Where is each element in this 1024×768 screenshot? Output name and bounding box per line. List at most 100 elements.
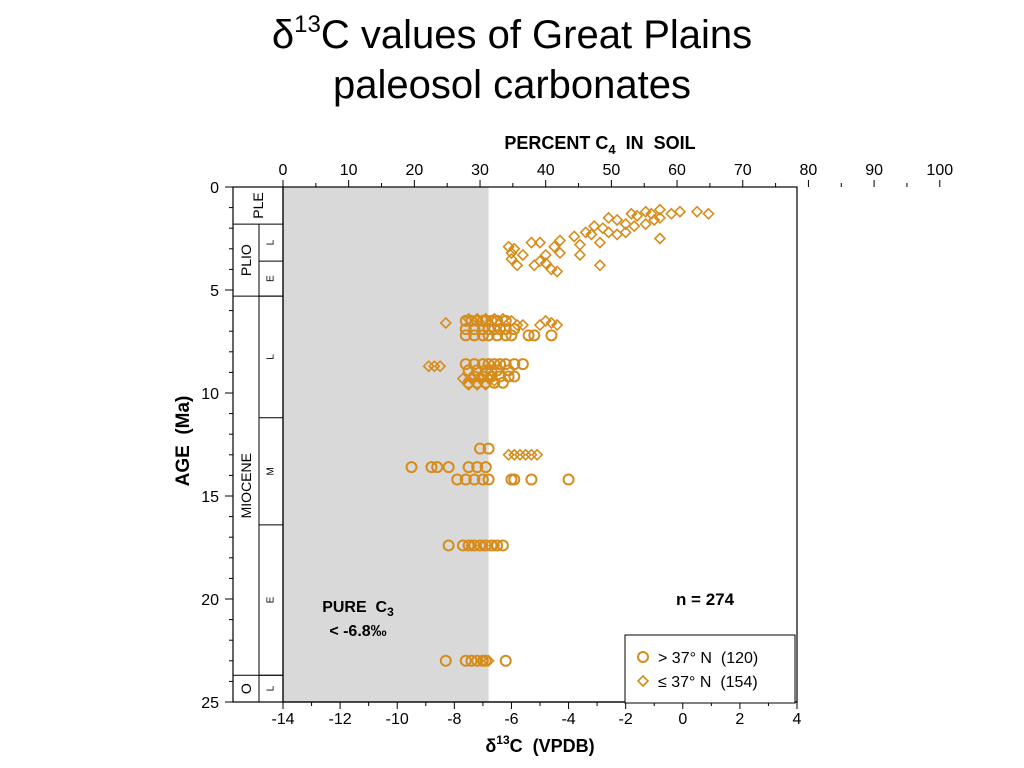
data-point-circle bbox=[494, 358, 507, 371]
pure-c3-shaded-region bbox=[283, 187, 489, 702]
data-point-diamond bbox=[653, 232, 667, 245]
top-tick-label: 20 bbox=[405, 162, 423, 179]
data-point-diamond bbox=[516, 248, 529, 262]
data-point-diamond bbox=[479, 378, 492, 391]
data-point-circle bbox=[482, 442, 495, 455]
data-point-circle bbox=[508, 473, 521, 486]
data-point-circle bbox=[405, 461, 418, 474]
data-point-diamond bbox=[596, 222, 609, 235]
data-point-circle bbox=[479, 539, 492, 552]
data-point-circle bbox=[431, 461, 444, 474]
epoch-label: MIOCENE bbox=[238, 453, 254, 518]
data-point-diamond bbox=[610, 228, 624, 241]
data-point-diamond bbox=[619, 226, 632, 239]
left-tick-label: 20 bbox=[201, 592, 219, 609]
pure-c3-value: < -6.8‰ bbox=[329, 623, 386, 640]
data-point-circle bbox=[465, 654, 478, 667]
bottom-tick-label: -14 bbox=[271, 711, 294, 728]
data-point-diamond bbox=[653, 203, 667, 216]
data-point-circle bbox=[525, 473, 538, 486]
title-text: C values of Great Plains bbox=[320, 13, 753, 57]
data-point-diamond bbox=[488, 312, 501, 325]
data-point-circle bbox=[471, 654, 484, 667]
data-point-diamond bbox=[439, 316, 452, 330]
legend-entry-north: > 37° N (120) bbox=[658, 650, 758, 667]
bottom-tick-label: 2 bbox=[735, 711, 744, 728]
title-delta: δ bbox=[271, 13, 295, 57]
data-point-diamond bbox=[505, 252, 518, 266]
data-point-diamond bbox=[539, 248, 552, 262]
data-point-diamond bbox=[462, 312, 475, 325]
data-point-diamond bbox=[488, 374, 501, 387]
data-point-diamond bbox=[433, 360, 447, 373]
data-point-circle bbox=[474, 539, 487, 552]
data-point-circle bbox=[459, 654, 472, 667]
data-point-circle bbox=[505, 329, 518, 342]
data-point-diamond bbox=[471, 312, 484, 325]
epoch-label: O bbox=[238, 683, 254, 694]
data-point-diamond bbox=[602, 226, 615, 239]
data-point-diamond bbox=[573, 248, 587, 262]
data-point-diamond bbox=[619, 217, 632, 231]
top-tick-label: 90 bbox=[865, 162, 883, 179]
data-point-circle bbox=[462, 461, 475, 474]
left-tick-label: 10 bbox=[201, 386, 219, 403]
data-point-diamond bbox=[533, 318, 547, 332]
top-tick-label: 60 bbox=[668, 162, 686, 179]
data-point-diamond bbox=[548, 240, 561, 253]
subdivision-label: M bbox=[266, 467, 277, 475]
data-point-diamond bbox=[525, 236, 538, 249]
data-point-diamond bbox=[553, 246, 567, 260]
legend-entry-south: ≤ 37° N (154) bbox=[658, 674, 758, 691]
top-tick-label: 80 bbox=[800, 162, 818, 179]
data-point-circle bbox=[508, 370, 521, 383]
subdivision-label: L bbox=[266, 239, 277, 245]
data-point-circle bbox=[545, 329, 558, 342]
title-line-2: paleosol carbonates bbox=[332, 63, 692, 107]
left-tick-label: 25 bbox=[201, 695, 219, 712]
data-point-diamond bbox=[551, 265, 564, 278]
data-point-diamond bbox=[639, 217, 652, 231]
x-axis-title-superscript: 13 bbox=[496, 733, 510, 747]
data-point-circle bbox=[476, 329, 489, 342]
epoch-label: PLIO bbox=[238, 244, 254, 276]
data-point-circle bbox=[482, 358, 495, 371]
data-point-diamond bbox=[476, 539, 490, 552]
data-point-diamond bbox=[568, 230, 581, 243]
x-axis-title: δ13C (VPDB) bbox=[485, 733, 594, 756]
title-superscript: 13 bbox=[294, 11, 321, 38]
bottom-tick-label: -12 bbox=[329, 711, 352, 728]
bottom-tick-label: -4 bbox=[561, 711, 575, 728]
data-point-circle bbox=[516, 358, 529, 371]
data-point-diamond bbox=[628, 220, 641, 233]
data-point-circle bbox=[482, 473, 495, 486]
top-tick-label: 40 bbox=[537, 162, 555, 179]
geologic-timescale-column: PLE PLIO MIOCENE O L E L M E L bbox=[232, 186, 284, 703]
data-point-circle bbox=[479, 461, 492, 474]
pure-c3-label-subscript: 3 bbox=[387, 605, 394, 619]
data-point-diamond bbox=[496, 312, 510, 325]
data-point-diamond bbox=[585, 228, 598, 241]
data-point-diamond bbox=[462, 378, 475, 391]
data-point-circle bbox=[439, 654, 452, 667]
data-point-diamond bbox=[465, 539, 478, 552]
data-point-circle bbox=[522, 329, 535, 342]
title-line-1: δ13C values of Great Plains bbox=[0, 10, 1024, 60]
data-point-circle bbox=[468, 539, 481, 552]
data-point-diamond bbox=[665, 207, 678, 220]
data-point-diamond bbox=[602, 211, 615, 225]
data-point-diamond bbox=[551, 318, 564, 332]
data-points bbox=[405, 203, 715, 667]
data-point-circle bbox=[499, 654, 512, 667]
data-point-circle bbox=[488, 358, 501, 371]
data-point-circle bbox=[451, 473, 464, 486]
left-tick-label: 5 bbox=[210, 283, 219, 300]
data-point-circle bbox=[491, 329, 504, 342]
subdivision-label: E bbox=[266, 596, 277, 603]
data-point-diamond bbox=[505, 314, 518, 328]
data-point-diamond bbox=[488, 539, 501, 552]
data-point-diamond bbox=[553, 234, 567, 247]
subdivision-label: E bbox=[266, 275, 277, 282]
top-axis-title-subscript: 4 bbox=[608, 142, 616, 157]
bottom-tick-label: 4 bbox=[793, 711, 802, 728]
